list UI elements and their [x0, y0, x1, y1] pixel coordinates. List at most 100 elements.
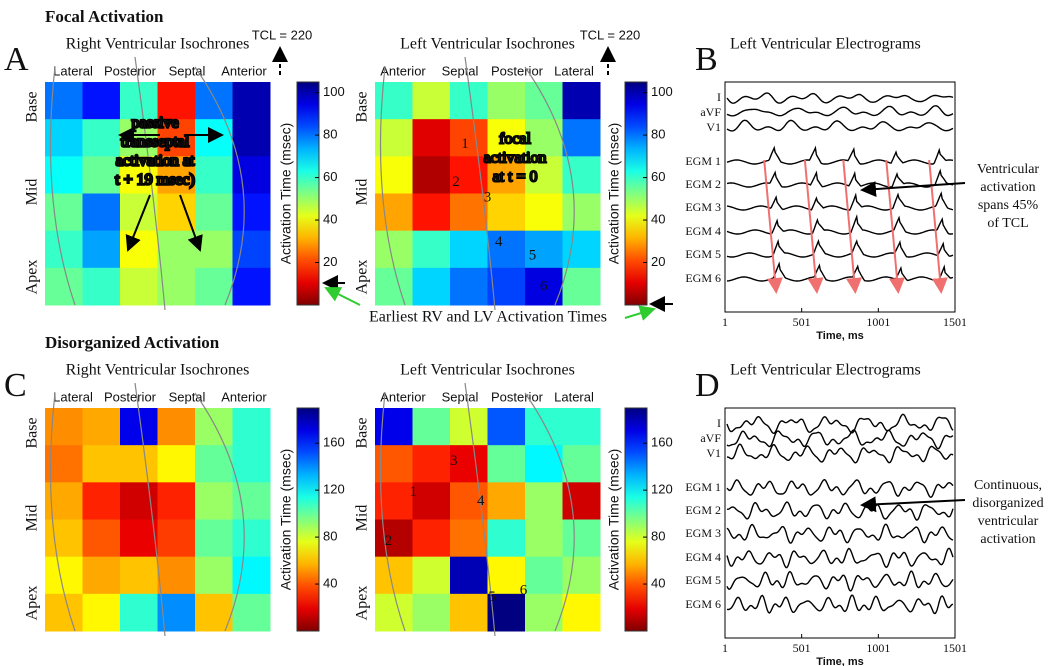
colorbar-tick-label: 120	[323, 482, 345, 497]
heatmap-cell	[45, 593, 83, 632]
region-marker: 3	[450, 453, 458, 469]
heatmap-cell	[157, 82, 196, 120]
egm-title: Left Ventricular Electrograms	[730, 362, 921, 379]
trace-label: EGM 1	[685, 154, 721, 168]
row-label: Apex	[354, 586, 371, 621]
heatmap-cell	[375, 230, 413, 269]
electrogram-trace	[726, 168, 954, 188]
heatmap-cell	[120, 193, 158, 232]
egm-annotation: activation	[980, 532, 1035, 547]
x-axis-label: Time, ms	[816, 330, 864, 342]
heatmap-cell	[525, 230, 563, 269]
electrogram-trace	[726, 119, 954, 132]
heatmap-cell	[82, 230, 121, 269]
heatmap-cell	[450, 267, 488, 306]
heatmap-cell	[525, 519, 563, 558]
heatmap-cell	[450, 230, 488, 269]
section-heading: Disorganized Activation	[45, 333, 220, 352]
map-title: Right Ventricular Isochrones	[66, 36, 250, 53]
heatmap-cell	[487, 519, 526, 558]
heart-outline	[379, 56, 575, 311]
electrogram-trace	[726, 523, 954, 544]
heatmap-cell	[195, 519, 233, 558]
heatmap-cell	[450, 556, 488, 595]
heatmap-cell	[562, 445, 601, 483]
column-label: Posterior	[491, 63, 544, 78]
heatmap-cell	[45, 230, 83, 269]
tcl-label: TCL = 220	[580, 27, 641, 42]
heatmap-cell	[157, 408, 196, 446]
heatmap-cell	[562, 408, 601, 446]
egm-annotation: Continuous,	[974, 478, 1042, 493]
heart-outline	[49, 382, 245, 637]
row-label: Mid	[24, 179, 41, 206]
region-marker: 6	[540, 279, 548, 295]
x-tick-label: 501	[793, 315, 811, 329]
heatmap-cell	[562, 193, 601, 232]
colorbar-tick-label: 40	[651, 575, 665, 590]
map-annotation: passive	[131, 115, 178, 132]
heatmap-cell	[450, 593, 488, 632]
column-label: Anterior	[221, 389, 267, 404]
egm-annotation: ventricular	[978, 514, 1039, 529]
panel-letter: B	[695, 41, 718, 78]
column-label: Septal	[169, 63, 206, 78]
heatmap-cell	[45, 556, 83, 595]
trace-label: EGM 1	[685, 480, 721, 494]
heatmap-cell	[82, 119, 121, 157]
heatmap-cell	[375, 193, 413, 232]
heatmap-cell	[195, 193, 233, 232]
colorbar-tick-label: 160	[651, 435, 673, 450]
map-annotation: transseptal	[121, 134, 190, 151]
colorbar-tick-label: 80	[323, 529, 337, 544]
heatmap-cell	[450, 519, 488, 558]
heatmap-cell	[412, 119, 451, 157]
heatmap-cell	[525, 82, 563, 120]
heatmap-cell	[232, 267, 271, 306]
trace-label: EGM 4	[685, 550, 721, 564]
heart-outline	[379, 382, 575, 637]
column-label: Septal	[442, 63, 479, 78]
region-marker: 2	[385, 533, 393, 549]
x-tick-label: 1001	[866, 315, 890, 329]
heatmap-cell	[525, 193, 563, 232]
heatmap-cell	[157, 519, 196, 558]
electrogram-trace	[726, 429, 954, 450]
map-annotation: t + 19 msec)	[115, 172, 195, 189]
electrogram-trace	[726, 145, 954, 165]
heatmap-cell	[82, 408, 121, 446]
trace-label: aVF	[700, 105, 721, 119]
heatmap-cell	[412, 519, 451, 558]
egm-annotation: spans 45%	[978, 198, 1039, 213]
heatmap-cell	[375, 267, 413, 306]
egm-annotation: activation	[980, 180, 1035, 195]
electrogram-trace	[726, 261, 954, 282]
heatmap-cell	[120, 556, 158, 595]
column-label: Anterior	[380, 389, 426, 404]
column-label: Posterior	[104, 389, 157, 404]
heatmap-cell	[120, 519, 158, 558]
heatmap-cell	[45, 519, 83, 558]
activation-arrow	[928, 159, 948, 294]
heatmap-cell	[525, 482, 563, 520]
colorbar	[624, 407, 648, 632]
colorbar-tick-label: 80	[651, 529, 665, 544]
heatmap-cell	[487, 482, 526, 520]
electrogram-trace	[726, 191, 954, 211]
heatmap-cell	[412, 230, 451, 269]
colorbar	[296, 407, 320, 632]
trace-label: EGM 3	[685, 200, 721, 214]
trace-label: EGM 3	[685, 526, 721, 540]
map-title: Left Ventricular Isochrones	[400, 362, 575, 379]
heatmap-cell	[562, 519, 601, 558]
heatmap-cell	[157, 482, 196, 520]
heatmap-cell	[562, 593, 601, 632]
trace-label: I	[717, 416, 721, 430]
trace-label: EGM 5	[685, 247, 721, 261]
electrogram-trace	[726, 214, 954, 235]
map-title: Left Ventricular Isochrones	[400, 36, 575, 53]
map-annotation: focal	[499, 131, 532, 148]
colorbar-tick-label: 100	[651, 84, 673, 99]
region-marker: 4	[495, 234, 503, 250]
